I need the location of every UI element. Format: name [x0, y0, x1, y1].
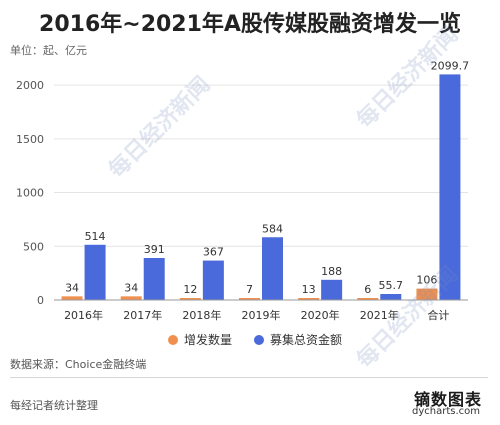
bar-amount	[262, 237, 283, 300]
data-label-amount: 584	[262, 222, 283, 235]
legend-label-amount: 募集总资金额	[270, 333, 343, 347]
legend-swatch-count	[168, 334, 178, 345]
bar-count	[416, 288, 438, 300]
data-label-amount: 514	[85, 230, 106, 243]
data-label-count: 6	[364, 283, 371, 296]
data-label-count: 34	[65, 281, 79, 294]
compiler-note: 每经记者统计整理	[10, 399, 98, 412]
bar-count	[179, 298, 201, 300]
brand-url[interactable]: dycharts.com	[411, 406, 480, 417]
legend-label-count: 增发数量	[184, 333, 233, 347]
legend-item-amount: 募集总资金额	[254, 331, 342, 348]
unit-label: 单位：起、亿元	[10, 44, 87, 57]
data-label-count: 7	[246, 283, 253, 296]
data-label-amount: 367	[203, 246, 224, 259]
x-tick-label: 2018年	[182, 308, 221, 322]
bar-chart: 0 500 1000 1500 2000 34 514 34 391 12 367 7 584 13 18…	[16, 59, 470, 322]
x-tick-label: 合计	[427, 308, 449, 322]
data-label-amount: 2099.7	[431, 59, 470, 72]
bar-count	[120, 296, 142, 300]
grid-lines	[54, 84, 468, 247]
data-source: 数据来源：Choice金融终端	[10, 358, 147, 371]
bar-amount	[143, 257, 165, 300]
y-axis: 0 500 1000 1500 2000	[16, 79, 44, 307]
legend-item-count: 增发数量	[168, 331, 232, 348]
data-label-amount: 55.7	[379, 279, 404, 292]
bar-amount	[202, 260, 224, 300]
x-tick-label: 2020年	[301, 308, 340, 322]
y-tick-label: 0	[37, 294, 44, 307]
bars: 34 514 34 391 12 367 7 584 13 188 6 55.7 106 2099.7	[61, 59, 470, 300]
y-tick-label: 1500	[16, 133, 44, 146]
x-axis: 2016年 2017年 2018年 2019年 2020年 2021年 合计	[54, 299, 468, 322]
y-tick-label: 2000	[16, 79, 44, 92]
chart-title: 2016年~2021年A股传媒股融资增发一览	[39, 12, 461, 37]
bar-count	[61, 296, 83, 300]
y-tick-label: 500	[23, 240, 44, 253]
data-label-count: 13	[302, 283, 316, 296]
bar-count	[239, 298, 260, 300]
bar-count	[298, 298, 320, 300]
x-tick-label: 2019年	[242, 308, 281, 322]
bar-amount	[380, 294, 402, 300]
x-tick-label: 2017年	[123, 308, 162, 322]
y-tick-label: 1000	[16, 187, 44, 200]
legend: 增发数量 募集总资金额	[168, 331, 342, 348]
x-tick-label: 2016年	[64, 308, 103, 322]
data-label-amount: 391	[144, 243, 165, 256]
data-label-amount: 188	[321, 265, 342, 278]
data-label-count: 12	[183, 283, 197, 296]
data-label-count: 34	[124, 281, 138, 294]
divider	[10, 377, 488, 378]
brand-logo-text[interactable]: 镝数图表	[413, 390, 482, 409]
legend-swatch-amount	[254, 334, 265, 345]
bar-amount	[84, 244, 106, 300]
data-label-count: 106	[416, 274, 437, 287]
bar-amount	[439, 74, 461, 300]
bar-count	[357, 298, 379, 300]
x-tick-label: 2021年	[360, 308, 399, 322]
bar-amount	[321, 279, 343, 300]
